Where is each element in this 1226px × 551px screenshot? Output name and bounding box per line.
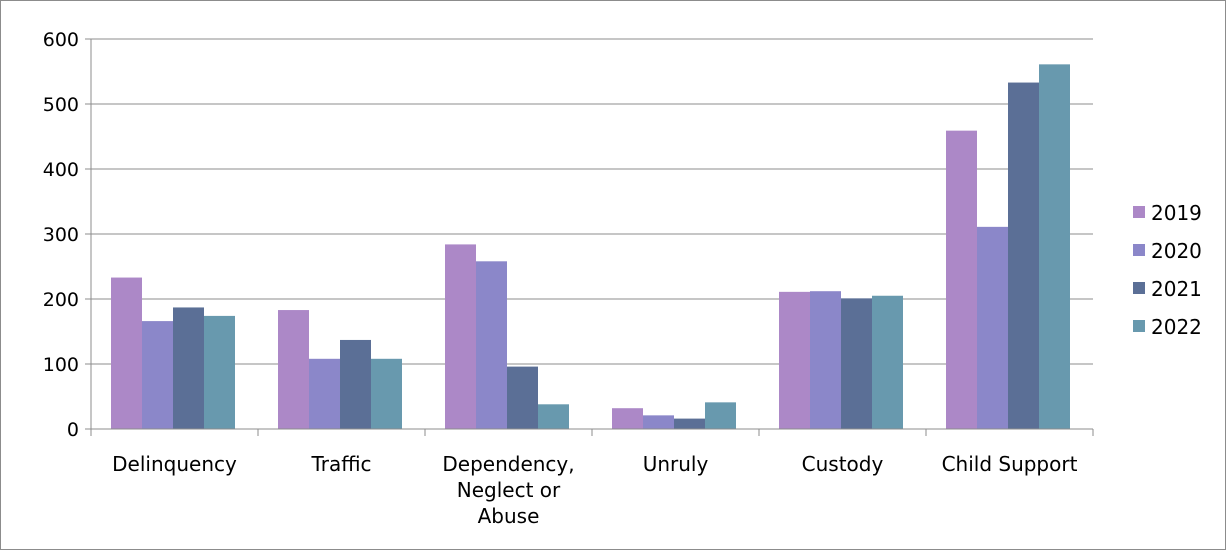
bar-2020-5 — [810, 291, 841, 429]
legend-swatch-2022 — [1133, 320, 1145, 332]
category-label-line: Unruly — [643, 452, 709, 476]
legend-label-2019: 2019 — [1151, 201, 1202, 225]
x-axis-category-label: Child Support — [942, 452, 1078, 476]
bar-2022-5 — [872, 295, 903, 429]
bar-2022-2 — [371, 358, 402, 429]
bar-2022-3 — [538, 404, 569, 429]
axes — [85, 38, 1094, 436]
x-axis-category-labels: Delinquency Traffic Dependency, Neglect or A… — [112, 452, 1077, 528]
bar-2021-3 — [507, 366, 538, 429]
bar-2022-1 — [204, 315, 235, 429]
bar-2021-2 — [340, 339, 371, 429]
bar-2021-1 — [173, 307, 204, 429]
bar-2019-6 — [946, 130, 977, 429]
y-axis-tick-label: 600 — [43, 29, 79, 51]
bar-2020-1 — [142, 321, 173, 429]
legend-swatch-2019 — [1133, 206, 1145, 218]
legend-label-2021: 2021 — [1151, 277, 1202, 301]
y-axis-tick-label: 100 — [43, 354, 79, 376]
category-label-line: Neglect or — [457, 478, 561, 502]
y-axis-tick-label: 200 — [43, 289, 79, 311]
y-axis-tick-label: 500 — [43, 94, 79, 116]
bar-2021-6 — [1008, 82, 1039, 430]
bar-2020-3 — [476, 261, 507, 429]
y-axis-tick-label: 300 — [43, 224, 79, 246]
bar-2022-4 — [705, 402, 736, 429]
category-label-line: Delinquency — [112, 452, 237, 476]
bar-2021-5 — [841, 298, 872, 429]
bar-2019-1 — [111, 277, 142, 429]
legend: 2019 2020 2021 2022 — [1133, 201, 1202, 339]
legend-label-2020: 2020 — [1151, 239, 1202, 263]
y-axis-tick-label: 0 — [67, 419, 79, 441]
category-label-line: Traffic — [310, 452, 371, 476]
legend-swatch-2021 — [1133, 282, 1145, 294]
legend-swatch-2020 — [1133, 244, 1145, 256]
x-axis-category-label: Delinquency — [112, 452, 237, 476]
category-label-line: Custody — [802, 452, 884, 476]
category-label-line: Abuse — [478, 504, 540, 528]
bar-2021-4 — [674, 418, 705, 429]
bar-2019-3 — [445, 244, 476, 429]
bar-2020-4 — [643, 415, 674, 429]
bar-2020-6 — [977, 226, 1008, 429]
bar-2022-6 — [1039, 64, 1070, 429]
bar-2019-4 — [612, 408, 643, 429]
bar-2019-2 — [278, 310, 309, 429]
legend-label-2022: 2022 — [1151, 315, 1202, 339]
y-axis-tick-label: 400 — [43, 159, 79, 181]
x-axis-category-label: Dependency, Neglect or Abuse — [442, 452, 574, 528]
x-axis-category-label: Unruly — [643, 452, 709, 476]
bar-2020-2 — [309, 358, 340, 429]
category-label-line: Child Support — [942, 452, 1078, 476]
x-axis-category-label: Custody — [802, 452, 884, 476]
x-axis-category-label: Traffic — [310, 452, 371, 476]
gridlines — [91, 38, 1093, 365]
category-label-line: Dependency, — [442, 452, 574, 476]
y-axis-tick-labels: 0 100 200 300 400 500 600 — [43, 29, 79, 441]
bar-2019-5 — [779, 291, 810, 429]
bars — [111, 64, 1070, 430]
